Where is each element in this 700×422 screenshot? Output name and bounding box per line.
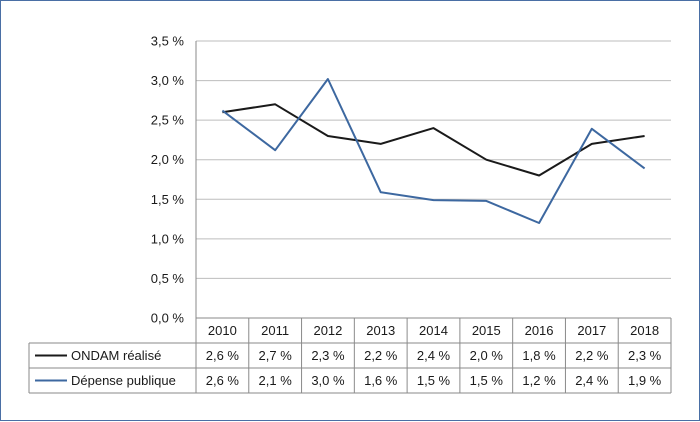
data-label: 1,6 % — [364, 373, 398, 388]
data-label: 1,2 % — [522, 373, 556, 388]
data-label: 2,2 % — [364, 348, 398, 363]
x-tick-label: 2010 — [208, 323, 237, 338]
data-label: 2,4 % — [575, 373, 609, 388]
data-label: 2,2 % — [575, 348, 609, 363]
y-tick-label: 0,5 % — [151, 271, 185, 286]
y-tick-label: 0,0 % — [151, 311, 185, 326]
data-label: 1,5 % — [417, 373, 451, 388]
data-label: 3,0 % — [311, 373, 345, 388]
y-tick-label: 2,0 % — [151, 152, 185, 167]
y-tick-label: 2,5 % — [151, 113, 185, 128]
x-tick-label: 2011 — [261, 323, 289, 338]
x-tick-label: 2015 — [472, 323, 501, 338]
y-tick-label: 3,0 % — [151, 73, 185, 88]
series-name: ONDAM réalisé — [71, 348, 161, 363]
data-label: 2,4 % — [417, 348, 451, 363]
x-tick-label: 2017 — [577, 323, 606, 338]
data-label: 2,1 % — [259, 373, 293, 388]
data-label: 2,3 % — [628, 348, 662, 363]
series-name: Dépense publique — [71, 373, 176, 388]
data-label: 2,7 % — [259, 348, 293, 363]
y-tick-label: 1,5 % — [151, 192, 185, 207]
data-label: 2,3 % — [311, 348, 345, 363]
x-tick-label: 2018 — [630, 323, 659, 338]
x-tick-label: 2016 — [525, 323, 554, 338]
data-label: 1,8 % — [522, 348, 556, 363]
y-tick-label: 3,5 % — [151, 34, 185, 49]
y-tick-label: 1,0 % — [151, 231, 185, 246]
data-label: 2,6 % — [206, 373, 240, 388]
x-tick-label: 2012 — [313, 323, 342, 338]
series-line-0 — [222, 103, 645, 177]
data-label: 1,9 % — [628, 373, 662, 388]
data-label: 2,6 % — [206, 348, 240, 363]
data-label: 1,5 % — [470, 373, 504, 388]
data-label: 2,0 % — [470, 348, 504, 363]
x-tick-label: 2013 — [366, 323, 395, 338]
series-line-1 — [221, 78, 646, 224]
x-tick-label: 2014 — [419, 323, 448, 338]
